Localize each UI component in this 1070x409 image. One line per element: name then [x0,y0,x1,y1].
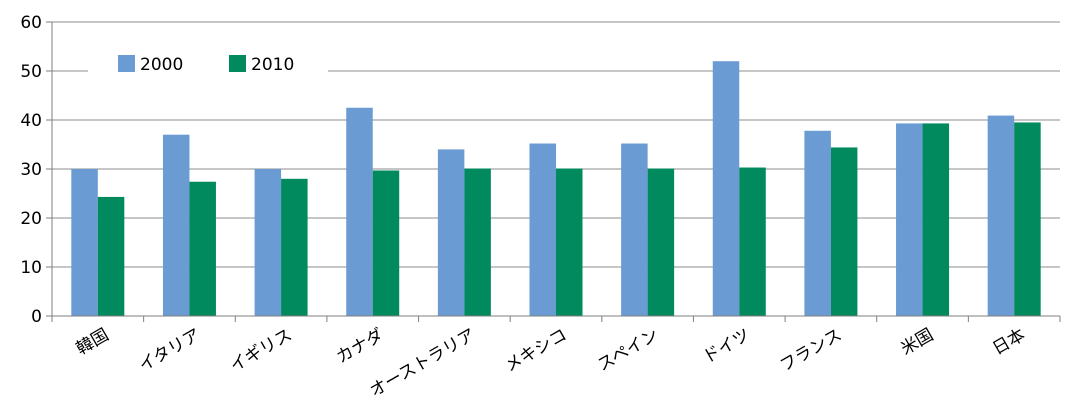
bar-2000-10 [987,115,1015,316]
legend-label: 2010 [251,55,294,75]
y-tick-label: 50 [20,62,42,82]
bar-2010-2 [281,178,308,316]
bar-2000-5 [529,143,556,316]
bar-2010-8 [830,147,858,316]
bar-2000-9 [896,123,923,317]
x-category-label: イタリア [136,325,204,376]
bar-2010-1 [189,181,216,316]
x-category-label: 韓国 [73,325,112,359]
legend-label: 2000 [140,55,183,75]
x-category-label: スペイン [594,325,662,376]
bar-2010-7 [739,167,766,316]
y-tick-label: 0 [31,307,42,327]
bar-2000-0 [71,169,98,316]
x-category-label: 米国 [898,325,937,359]
bar-2000-4 [437,149,465,316]
bar-2000-7 [712,61,740,317]
bar-2010-9 [922,123,950,317]
y-tick-label: 60 [20,13,42,33]
x-category-label: イギリス [227,325,296,376]
legend-swatch-2010 [229,55,246,72]
bars [71,61,1041,317]
y-tick-label: 40 [20,111,42,131]
bar-2010-0 [97,196,125,316]
x-category-label: メキシコ [502,325,571,376]
x-category-label: ドイツ [700,325,754,368]
bar-2000-3 [346,107,373,316]
bar-2010-10 [1014,122,1041,316]
y-tick-label: 30 [20,160,42,180]
bar-2010-3 [372,170,400,316]
x-category-label: 日本 [989,325,1028,359]
bar-2000-6 [621,143,648,316]
bar-2010-6 [647,168,675,316]
bar-2010-5 [556,168,583,316]
legend-swatch-2000 [118,55,135,72]
bar-2010-4 [464,168,491,316]
bar-2000-2 [254,169,282,316]
x-category-label: カナダ [333,325,387,368]
bar-2000-8 [804,130,831,316]
x-category-label: フランス [777,325,846,376]
y-tick-label: 20 [20,209,42,229]
legend: 2000 2010 [88,40,328,84]
y-tick-label: 10 [20,258,42,278]
bar-2000-1 [162,134,190,316]
